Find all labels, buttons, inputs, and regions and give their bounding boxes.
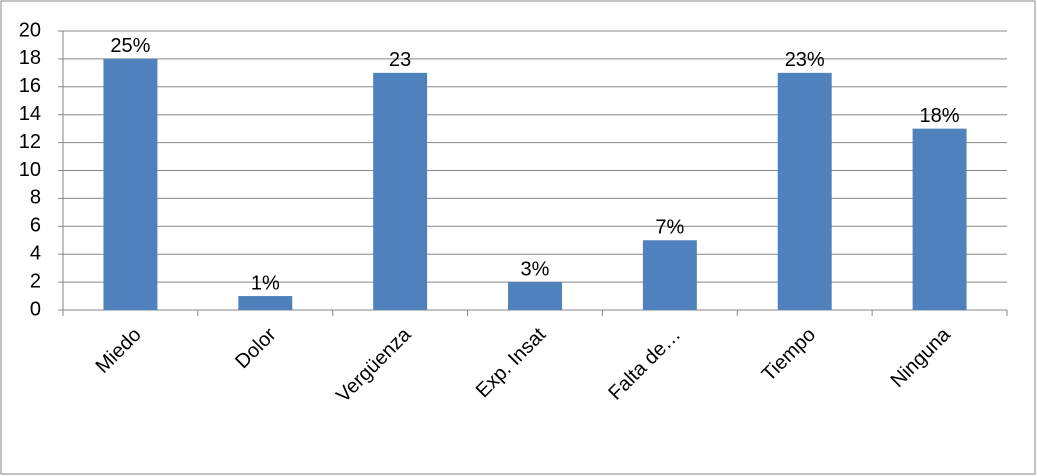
data-label: 1%	[251, 272, 280, 294]
bar	[777, 72, 832, 310]
y-tick-label: 0	[30, 298, 41, 320]
y-tick-label: 10	[19, 159, 41, 181]
y-tick-label: 14	[19, 103, 41, 125]
y-tick-label: 2	[30, 270, 41, 292]
y-tick-label: 16	[19, 75, 41, 97]
bar	[103, 58, 158, 311]
y-tick-label: 20	[19, 19, 41, 41]
bar	[373, 72, 428, 310]
data-label: 18%	[920, 105, 960, 127]
bar	[912, 128, 967, 310]
y-tick-label: 8	[30, 187, 41, 209]
y-tick-label: 18	[19, 47, 41, 69]
bar	[642, 240, 697, 310]
bar	[508, 282, 562, 310]
y-tick-label: 12	[19, 131, 41, 153]
data-label: 3%	[521, 258, 550, 280]
y-tick-label: 4	[30, 242, 41, 264]
data-label: 7%	[655, 217, 684, 239]
data-label: 23%	[785, 49, 825, 71]
bar	[238, 296, 293, 310]
data-label: 25%	[110, 35, 150, 57]
y-tick-label: 6	[30, 215, 41, 237]
data-label: 23	[389, 49, 411, 71]
